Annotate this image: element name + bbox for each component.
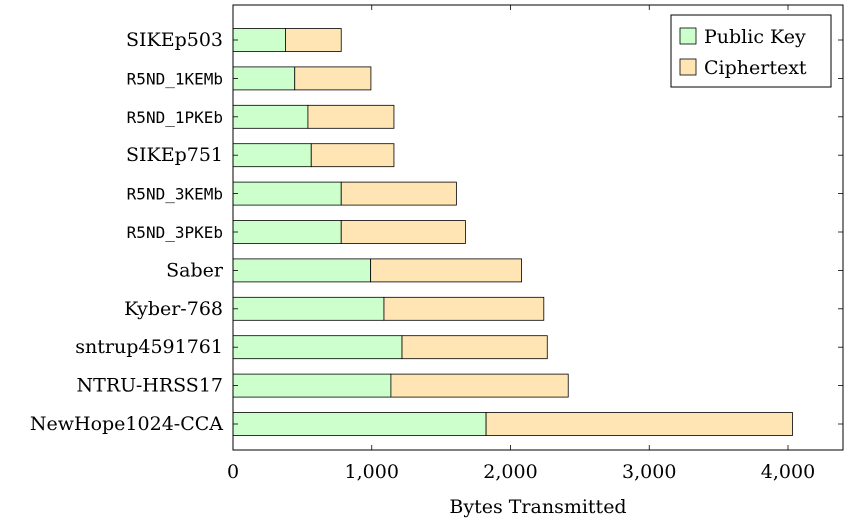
category-label-newhope1024-cca: NewHope1024-CCA xyxy=(30,413,223,435)
bar-ciphertext-sikep751 xyxy=(310,143,395,168)
legend-label-ciphertext: Ciphertext xyxy=(704,57,807,79)
bar-ciphertext-kyber-768 xyxy=(383,296,545,321)
bar-ciphertext-r5nd-1pkeb xyxy=(307,104,395,129)
category-label-sikep503: SIKEp503 xyxy=(126,29,223,51)
x-tick-labels: 0 1,000 2,000 3,000 4,000 xyxy=(227,461,815,483)
category-label-kyber-768: Kyber-768 xyxy=(124,298,223,320)
bar-ciphertext-newhope1024-cca xyxy=(485,412,793,436)
category-label-r5nd-1pkeb: R5ND_1PKEb xyxy=(127,108,223,127)
x-tick-label: 1,000 xyxy=(345,461,399,483)
plot-frame xyxy=(232,4,844,451)
bar-public-key-r5nd-1kemb xyxy=(232,66,296,91)
bar-public-key-r5nd-3pkeb xyxy=(232,220,342,244)
category-label-r5nd-1kemb: R5ND_1KEMb xyxy=(127,69,223,88)
bar-public-key-kyber-768 xyxy=(232,296,385,321)
legend-swatch-ciphertext xyxy=(679,58,697,76)
bar-ciphertext-saber xyxy=(370,258,523,283)
bar-ciphertext-ntru-hrss17 xyxy=(390,373,569,398)
bar-ciphertext-r5nd-3pkeb xyxy=(340,220,466,244)
bar-public-key-r5nd-1pkeb xyxy=(232,104,309,129)
category-labels: SIKEp503 R5ND_1KEMb R5ND_1PKEb SIKEp751 R5ND… xyxy=(30,29,224,435)
bar-ciphertext-r5nd-1kemb xyxy=(294,66,372,91)
bar-public-key-ntru-hrss17 xyxy=(232,373,392,398)
bar-ciphertext-sikep503 xyxy=(285,28,342,52)
bar-public-key-saber xyxy=(232,258,372,283)
legend-label-public-key: Public Key xyxy=(704,26,806,48)
legend-swatch-public-key xyxy=(679,27,697,45)
category-label-sikep751: SIKEp751 xyxy=(126,144,223,166)
bar-ciphertext-sntrup4591761 xyxy=(401,335,548,360)
x-tick-label: 3,000 xyxy=(622,461,676,483)
x-tick-label: 4,000 xyxy=(761,461,815,483)
legend-box xyxy=(670,14,832,88)
bar-public-key-r5nd-3kemb xyxy=(232,181,342,206)
legend: Public Key Ciphertext xyxy=(670,14,832,88)
x-tick-label: 2,000 xyxy=(483,461,537,483)
category-label-sntrup4591761: sntrup4591761 xyxy=(75,336,223,358)
x-tick-label: 0 xyxy=(227,461,239,483)
bars-layer xyxy=(232,28,793,436)
category-label-r5nd-3pkeb: R5ND_3PKEb xyxy=(127,223,223,242)
ticks-layer xyxy=(232,5,843,450)
category-label-saber: Saber xyxy=(166,259,224,281)
bar-public-key-sikep503 xyxy=(232,28,286,52)
bar-public-key-newhope1024-cca xyxy=(232,412,487,436)
bar-public-key-sikep751 xyxy=(232,143,312,168)
x-axis-title: Bytes Transmitted xyxy=(449,496,626,518)
category-label-ntru-hrss17: NTRU-HRSS17 xyxy=(77,375,223,397)
bar-ciphertext-r5nd-3kemb xyxy=(340,181,457,206)
category-label-r5nd-3kemb: R5ND_3KEMb xyxy=(127,185,223,204)
bar-public-key-sntrup4591761 xyxy=(232,335,403,360)
